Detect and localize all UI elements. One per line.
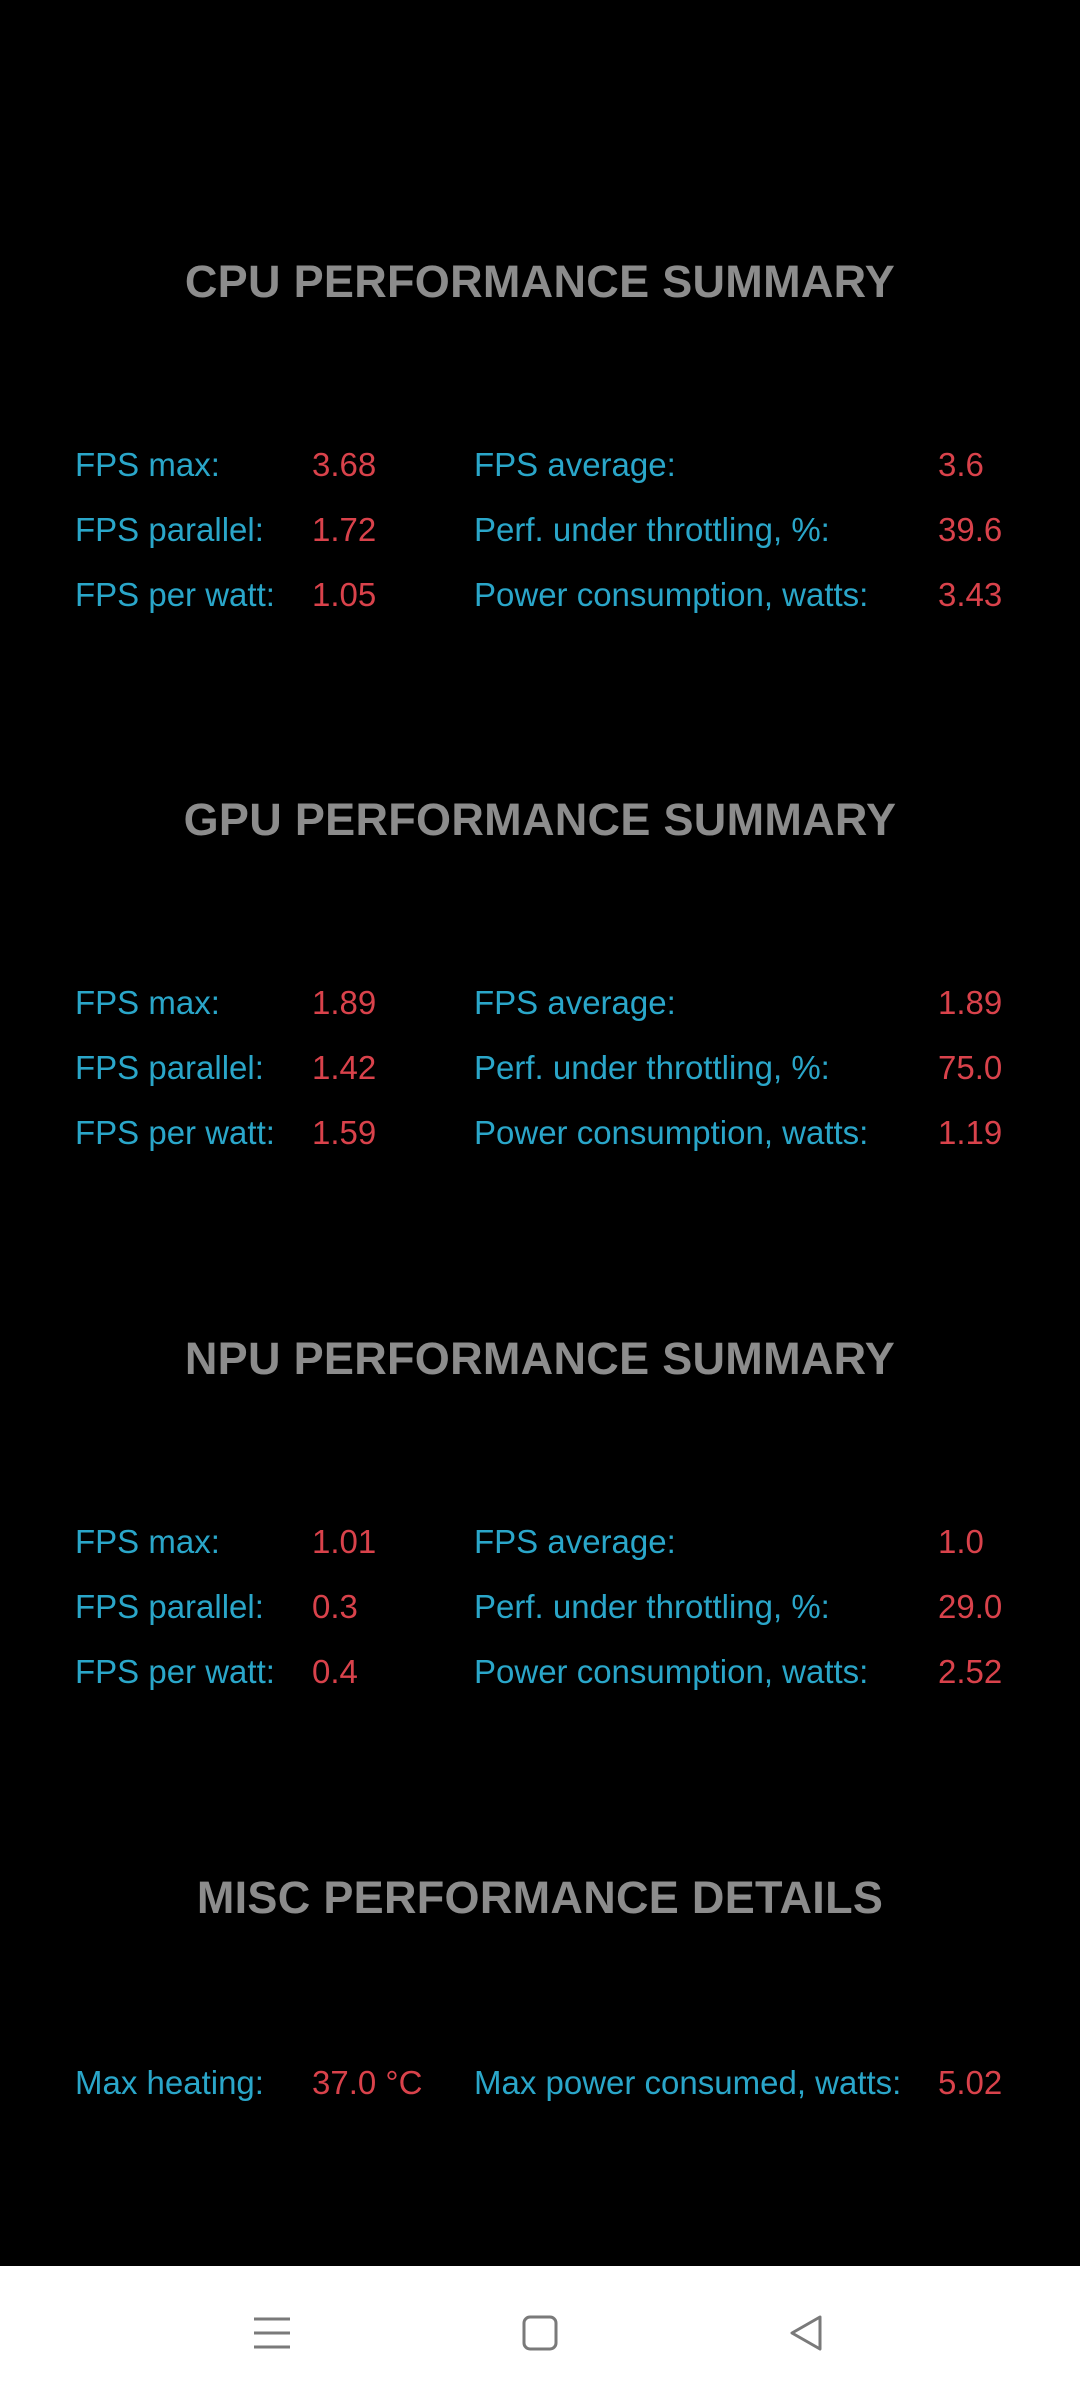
summary-row: FPS max: 3.68 FPS average: 3.6 [0, 440, 1080, 490]
metric-label: FPS parallel: [75, 1049, 264, 1086]
metric-label: FPS per watt: [75, 576, 275, 613]
section-title: CPU PERFORMANCE SUMMARY [184, 256, 896, 307]
metric-value: 3.43 [938, 576, 1003, 613]
metric-value: 1.59 [312, 1114, 377, 1151]
metric-value: 75.0 [938, 1049, 1003, 1086]
metric-label: FPS parallel: [75, 511, 264, 548]
metric-label: FPS average: [474, 984, 676, 1021]
metric-value: 1.42 [312, 1049, 377, 1086]
summary-row: FPS per watt: 1.59 Power consumption, wa… [0, 1108, 1080, 1158]
metric-value: 1.01 [312, 1523, 377, 1560]
metric-label: Perf. under throttling, %: [474, 1588, 830, 1625]
summary-row: FPS parallel: 1.72 Perf. under throttlin… [0, 505, 1080, 555]
section-title: NPU PERFORMANCE SUMMARY [184, 1333, 896, 1384]
summary-row: FPS per watt: 1.05 Power consumption, wa… [0, 570, 1080, 620]
metric-value: 1.89 [938, 984, 1003, 1021]
metric-label: FPS max: [75, 1523, 220, 1560]
metric-label: Max heating: [75, 2064, 264, 2101]
metric-value: 37.0 °C [312, 2064, 423, 2101]
metric-value: 29.0 [938, 1588, 1003, 1625]
metric-value: 39.6 [938, 511, 1003, 548]
metric-value: 0.4 [312, 1653, 358, 1690]
menu-icon [254, 2317, 290, 2349]
metric-value: 1.0 [938, 1523, 984, 1560]
summary-row: FPS parallel: 1.42 Perf. under throttlin… [0, 1043, 1080, 1093]
metric-label: Power consumption, watts: [474, 1114, 869, 1151]
metric-label: Max power consumed, watts: [474, 2064, 902, 2101]
metric-value: 3.68 [312, 446, 377, 483]
section-title: GPU PERFORMANCE SUMMARY [183, 794, 897, 845]
metric-label: FPS max: [75, 446, 220, 483]
section-title: MISC PERFORMANCE DETAILS [196, 1872, 884, 1923]
metric-label: FPS per watt: [75, 1114, 275, 1151]
summary-row: FPS per watt: 0.4 Power consumption, wat… [0, 1647, 1080, 1697]
metric-value: 1.72 [312, 511, 377, 548]
metric-value: 1.19 [938, 1114, 1003, 1151]
metric-value: 1.89 [312, 984, 377, 1021]
system-navigation-bar [0, 2266, 1080, 2400]
home-square-icon [522, 2315, 558, 2351]
summary-row: Max heating: 37.0 °C Max power consumed,… [0, 2058, 1080, 2108]
metric-label: FPS max: [75, 984, 220, 1021]
metric-value: 0.3 [312, 1588, 358, 1625]
back-button[interactable] [766, 2296, 846, 2370]
metric-label: FPS average: [474, 446, 676, 483]
metric-label: Power consumption, watts: [474, 576, 869, 613]
metric-label: Perf. under throttling, %: [474, 1049, 830, 1086]
performance-summary-screen: CPU PERFORMANCE SUMMARY FPS max: 3.68 FP… [0, 256, 1080, 2108]
back-triangle-icon [790, 2315, 822, 2351]
metric-value: 2.52 [938, 1653, 1003, 1690]
metric-value: 5.02 [938, 2064, 1003, 2101]
metric-value: 1.05 [312, 576, 377, 613]
metric-label: FPS average: [474, 1523, 676, 1560]
metric-value: 3.6 [938, 446, 984, 483]
summary-row: FPS parallel: 0.3 Perf. under throttling… [0, 1582, 1080, 1632]
metric-label: FPS per watt: [75, 1653, 275, 1690]
home-button[interactable] [500, 2296, 580, 2370]
metric-label: Perf. under throttling, %: [474, 511, 830, 548]
summary-row: FPS max: 1.89 FPS average: 1.89 [0, 978, 1080, 1028]
recent-apps-button[interactable] [232, 2296, 312, 2370]
metric-label: FPS parallel: [75, 1588, 264, 1625]
summary-row: FPS max: 1.01 FPS average: 1.0 [0, 1517, 1080, 1567]
metric-label: Power consumption, watts: [474, 1653, 869, 1690]
